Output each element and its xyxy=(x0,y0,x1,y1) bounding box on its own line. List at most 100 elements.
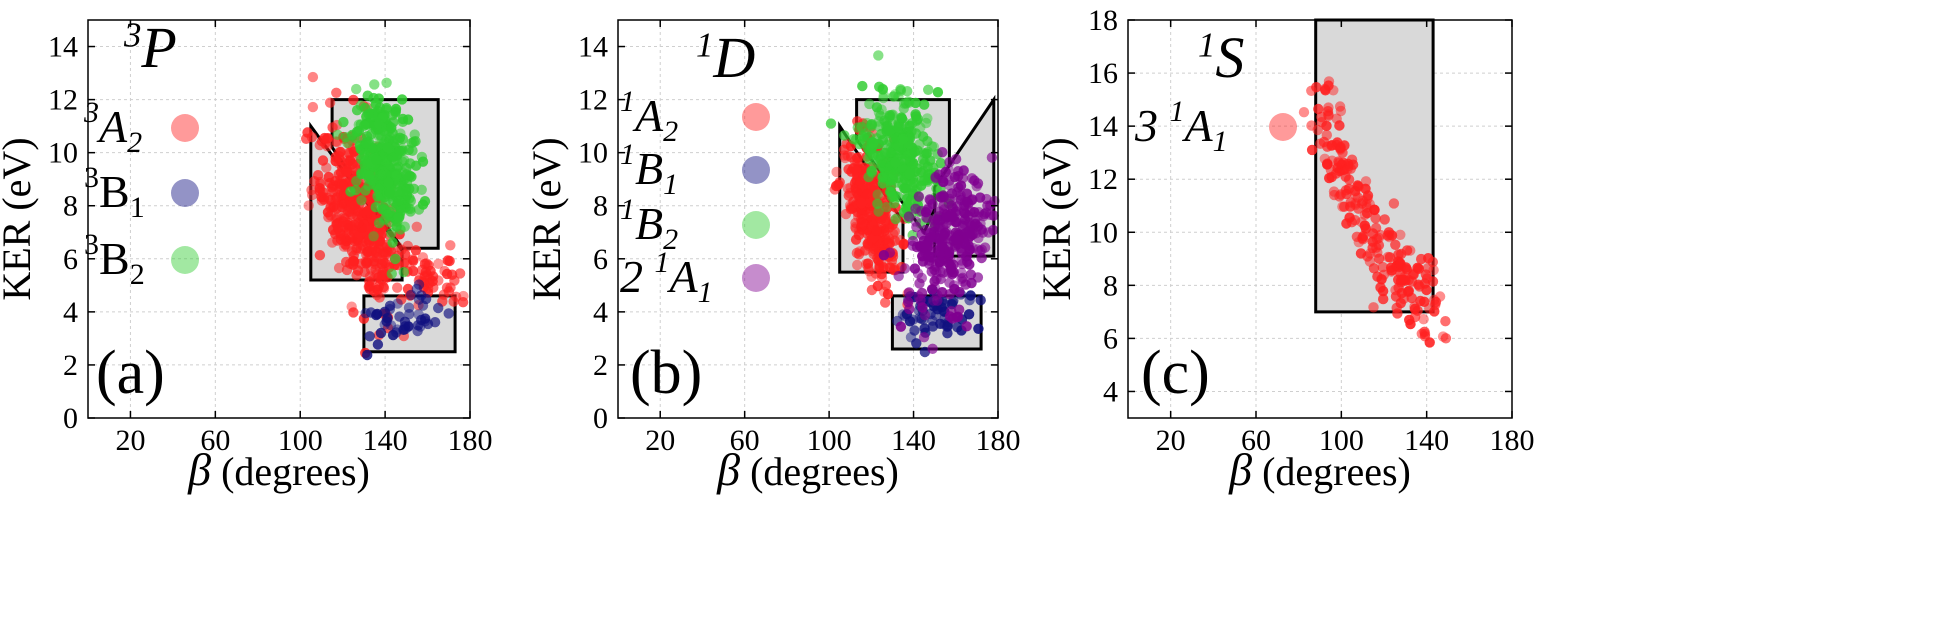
data-point xyxy=(360,138,372,149)
data-point xyxy=(1390,291,1402,302)
y-tick-label: 8 xyxy=(63,190,78,223)
legend-sup: 1 xyxy=(620,138,635,171)
legend-sup: 1 xyxy=(1170,95,1185,128)
data-point xyxy=(396,294,407,305)
data-point xyxy=(863,263,874,274)
data-point xyxy=(966,173,978,184)
y-tick-label: 6 xyxy=(1103,322,1118,355)
x-axis-unit: (degrees) xyxy=(1252,449,1411,494)
x-axis-label: β (degrees) xyxy=(187,444,370,495)
data-point xyxy=(1334,157,1345,169)
data-point xyxy=(949,171,960,183)
data-point xyxy=(377,112,388,123)
data-point xyxy=(1298,107,1310,118)
data-point xyxy=(922,113,933,124)
data-point xyxy=(433,258,444,269)
data-point xyxy=(371,121,382,132)
data-point xyxy=(307,101,319,113)
data-point xyxy=(971,181,982,192)
data-point xyxy=(934,247,945,258)
data-point xyxy=(335,234,347,245)
data-point xyxy=(958,165,969,176)
data-point xyxy=(850,165,862,177)
data-point xyxy=(1368,302,1379,313)
x-tick-label: 140 xyxy=(1404,424,1449,457)
data-point xyxy=(919,175,930,186)
data-point xyxy=(375,327,387,339)
data-point xyxy=(875,150,886,161)
data-point xyxy=(956,267,967,279)
legend-base: A xyxy=(1182,100,1214,151)
data-point xyxy=(881,202,892,213)
data-point xyxy=(929,213,940,225)
data-point xyxy=(850,234,862,245)
data-point xyxy=(905,332,917,343)
data-point xyxy=(408,255,419,266)
data-point xyxy=(935,318,946,329)
data-point xyxy=(911,115,922,126)
data-point xyxy=(903,211,915,222)
data-point xyxy=(932,87,944,98)
x-tick-label: 180 xyxy=(1490,424,1535,457)
data-point xyxy=(935,158,946,169)
data-point xyxy=(954,304,965,315)
data-point xyxy=(391,170,402,181)
data-point xyxy=(957,173,968,184)
legend-sub: 1 xyxy=(663,168,678,201)
data-point xyxy=(1428,294,1440,306)
data-point xyxy=(856,198,867,209)
data-point xyxy=(878,262,889,273)
data-point xyxy=(921,148,932,159)
x-tick-label: 180 xyxy=(976,424,1021,457)
data-point xyxy=(1429,306,1440,317)
data-point xyxy=(864,98,875,110)
data-point xyxy=(393,212,404,224)
data-point xyxy=(1311,82,1322,93)
data-point xyxy=(919,239,931,251)
legend-label: 1B1 xyxy=(620,138,678,201)
data-point xyxy=(1413,263,1425,274)
x-axis-symbol: β xyxy=(187,444,211,495)
panel-letter: (c) xyxy=(1141,339,1210,407)
data-point xyxy=(392,282,403,293)
legend-sup: 1 xyxy=(620,193,635,226)
data-point xyxy=(407,145,418,156)
x-axis-label: β (degrees) xyxy=(716,444,899,495)
data-point xyxy=(359,266,370,278)
data-point xyxy=(888,91,899,102)
data-point xyxy=(359,120,370,131)
data-point xyxy=(1393,274,1404,285)
data-point xyxy=(895,321,907,332)
data-point xyxy=(1329,189,1340,201)
x-tick-label: 140 xyxy=(363,424,408,457)
data-point xyxy=(880,280,892,291)
legend-label: 3A2 xyxy=(83,96,142,159)
data-point xyxy=(1316,111,1327,123)
data-point xyxy=(890,213,901,225)
data-point xyxy=(1370,213,1381,224)
data-point xyxy=(869,158,880,170)
x-tick-label: 100 xyxy=(1319,424,1364,457)
data-point xyxy=(1371,242,1382,253)
data-point xyxy=(1378,293,1389,305)
x-tick-label: 20 xyxy=(1156,424,1186,457)
y-axis-label: KER (eV) xyxy=(1034,137,1079,300)
y-tick-label: 4 xyxy=(593,296,608,329)
data-point xyxy=(334,151,345,162)
data-point xyxy=(977,227,989,238)
data-point xyxy=(916,229,927,240)
data-point xyxy=(1335,105,1347,117)
data-point xyxy=(1352,180,1363,191)
data-point xyxy=(384,300,396,311)
data-point xyxy=(1315,138,1326,149)
data-point xyxy=(1403,285,1415,297)
data-point xyxy=(1331,113,1342,124)
y-tick-label: 10 xyxy=(578,137,608,170)
x-tick-label: 180 xyxy=(448,424,493,457)
data-point xyxy=(382,209,393,220)
data-point xyxy=(911,221,922,233)
y-tick-label: 0 xyxy=(593,402,608,435)
data-point xyxy=(851,186,862,198)
legend-base: B xyxy=(635,143,663,194)
data-point xyxy=(909,146,920,157)
